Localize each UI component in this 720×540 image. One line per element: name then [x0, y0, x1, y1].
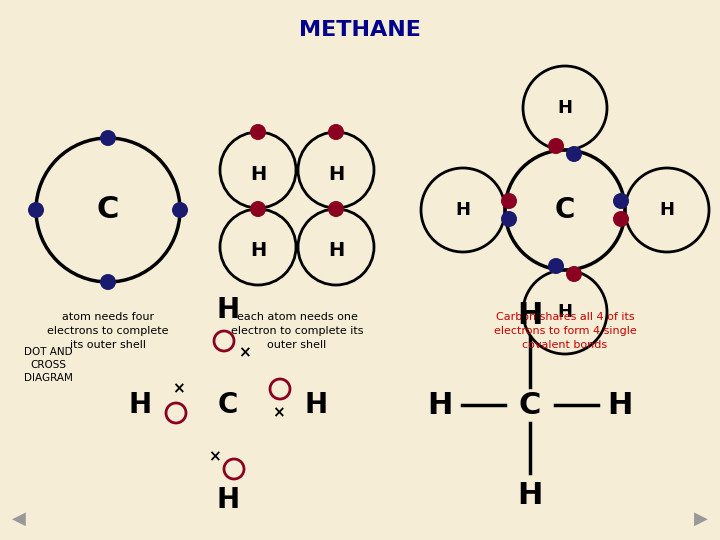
Circle shape — [328, 201, 344, 217]
Circle shape — [28, 202, 44, 218]
Circle shape — [613, 193, 629, 209]
Text: each atom needs one
electron to complete its
outer shell: each atom needs one electron to complete… — [230, 312, 364, 350]
Circle shape — [172, 202, 188, 218]
Circle shape — [566, 146, 582, 162]
Text: H: H — [328, 165, 344, 184]
Circle shape — [501, 211, 517, 227]
Text: ×: × — [171, 381, 184, 396]
Text: ×: × — [271, 406, 284, 421]
Circle shape — [328, 124, 344, 140]
Circle shape — [548, 258, 564, 274]
Text: H: H — [557, 303, 572, 321]
Text: H: H — [517, 300, 543, 329]
Text: H: H — [456, 201, 470, 219]
Text: H: H — [607, 390, 633, 420]
Text: H: H — [328, 241, 344, 260]
Text: H: H — [250, 165, 266, 184]
Text: atom needs four
electrons to complete
its outer shell: atom needs four electrons to complete it… — [48, 312, 168, 350]
Text: C: C — [519, 390, 541, 420]
Circle shape — [501, 193, 517, 209]
Circle shape — [250, 124, 266, 140]
Text: H: H — [217, 486, 240, 514]
Text: H: H — [660, 201, 675, 219]
Text: ×: × — [238, 346, 251, 361]
Text: H: H — [427, 390, 453, 420]
Circle shape — [548, 138, 564, 154]
Circle shape — [613, 211, 629, 227]
Text: ◀: ◀ — [12, 510, 26, 528]
Text: C: C — [555, 196, 575, 224]
Text: Carbon shares all 4 of its
electrons to form 4 single
covalent bonds: Carbon shares all 4 of its electrons to … — [494, 312, 636, 350]
Text: ×: × — [207, 449, 220, 464]
Circle shape — [250, 201, 266, 217]
Text: DOT AND
CROSS
DIAGRAM: DOT AND CROSS DIAGRAM — [24, 347, 73, 383]
Text: METHANE: METHANE — [299, 20, 421, 40]
Text: C: C — [218, 391, 238, 419]
Circle shape — [100, 130, 116, 146]
Text: H: H — [128, 391, 152, 419]
Text: H: H — [250, 241, 266, 260]
Text: C: C — [96, 195, 120, 225]
Circle shape — [566, 266, 582, 282]
Circle shape — [100, 274, 116, 290]
Text: H: H — [557, 99, 572, 117]
Text: H: H — [305, 391, 328, 419]
Text: H: H — [517, 481, 543, 510]
Text: H: H — [217, 296, 240, 324]
Text: ▶: ▶ — [694, 510, 708, 528]
